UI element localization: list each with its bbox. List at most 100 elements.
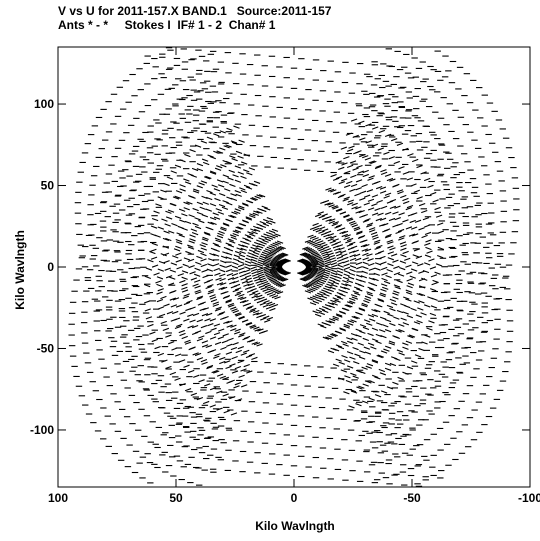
uv-point <box>266 301 273 305</box>
uv-point <box>298 272 305 276</box>
uv-point <box>244 263 251 267</box>
uv-point <box>342 256 349 261</box>
uv-point <box>374 239 381 243</box>
uv-point <box>383 280 391 285</box>
uv-point <box>346 218 354 222</box>
uv-point <box>302 253 309 257</box>
uv-point <box>387 245 394 249</box>
uv-point <box>400 317 407 321</box>
uv-point <box>157 226 165 230</box>
uv-point <box>245 217 253 221</box>
uv-point <box>258 330 266 335</box>
uv-point <box>329 240 336 244</box>
uv-point <box>329 318 336 322</box>
uv-point <box>172 255 179 259</box>
uv-point <box>235 349 242 354</box>
uv-point <box>410 307 417 312</box>
uv-point <box>162 327 170 332</box>
uv-point <box>277 276 285 281</box>
uv-point <box>252 290 259 294</box>
uv-point <box>346 164 354 168</box>
uv-point <box>367 342 375 346</box>
uv-point <box>227 177 234 181</box>
uv-point <box>268 277 275 281</box>
uv-point <box>304 262 312 266</box>
uv-point <box>357 342 364 346</box>
uv-point <box>271 259 278 263</box>
uv-point <box>336 255 344 260</box>
uv-point <box>388 156 395 160</box>
uv-point <box>394 205 401 209</box>
uv-point <box>354 192 361 197</box>
uv-point <box>243 283 250 287</box>
uv-point <box>324 322 331 327</box>
uv-point <box>207 284 214 288</box>
uv-point <box>322 199 330 204</box>
uv-point <box>336 208 343 213</box>
uv-point <box>263 268 270 272</box>
uv-point <box>427 184 434 189</box>
uv-point <box>434 271 441 275</box>
uv-point <box>257 328 264 332</box>
uv-point <box>349 356 356 360</box>
uv-point <box>201 361 208 365</box>
uv-point <box>156 283 163 288</box>
uv-point <box>322 275 329 279</box>
uv-point <box>369 229 376 233</box>
uv-point <box>210 221 217 225</box>
uv-point <box>418 292 426 297</box>
uv-point <box>249 324 256 328</box>
uv-point <box>237 226 244 230</box>
uv-point <box>150 256 158 260</box>
uv-point <box>338 166 345 171</box>
uv-point <box>247 231 254 235</box>
uv-point <box>381 272 388 276</box>
uv-point <box>183 301 191 306</box>
uv-point <box>271 228 279 232</box>
uv-point <box>175 252 182 256</box>
uv-point <box>363 194 371 198</box>
uv-point <box>160 189 167 193</box>
uv-point <box>209 155 216 160</box>
uv-point <box>213 188 221 192</box>
uv-point <box>416 292 423 297</box>
uv-point <box>184 339 191 343</box>
uv-point <box>172 297 180 301</box>
uv-point <box>314 313 322 317</box>
uv-point <box>234 165 242 169</box>
uv-point <box>309 249 316 254</box>
uv-point <box>269 235 276 239</box>
uv-point <box>234 229 242 233</box>
x-tick-label: 100 <box>48 491 68 505</box>
uv-point <box>245 186 253 190</box>
uv-point <box>376 199 383 204</box>
uv-point <box>170 262 178 266</box>
uv-point <box>344 304 351 308</box>
uv-point <box>376 322 383 326</box>
uv-point <box>230 346 238 351</box>
uv-point <box>315 309 323 313</box>
uv-point <box>278 260 285 265</box>
uv-point <box>389 198 397 203</box>
uv-point <box>303 269 311 273</box>
uv-point <box>377 147 384 151</box>
uv-point <box>415 314 423 318</box>
uv-point <box>232 310 239 314</box>
uv-point <box>155 203 162 207</box>
uv-point <box>371 234 379 238</box>
uv-point <box>266 285 273 289</box>
uv-point <box>365 140 372 144</box>
uv-point <box>335 275 342 280</box>
uv-point <box>200 358 208 363</box>
uv-point <box>255 280 262 284</box>
uv-point <box>307 234 314 238</box>
uv-point <box>406 366 414 370</box>
uv-point <box>356 386 363 390</box>
uv-point <box>256 194 263 198</box>
uv-point <box>209 336 217 340</box>
uv-point <box>195 291 202 295</box>
uv-point <box>385 274 392 279</box>
uv-point <box>364 298 371 302</box>
uv-point <box>346 365 354 369</box>
uv-point <box>266 231 273 235</box>
